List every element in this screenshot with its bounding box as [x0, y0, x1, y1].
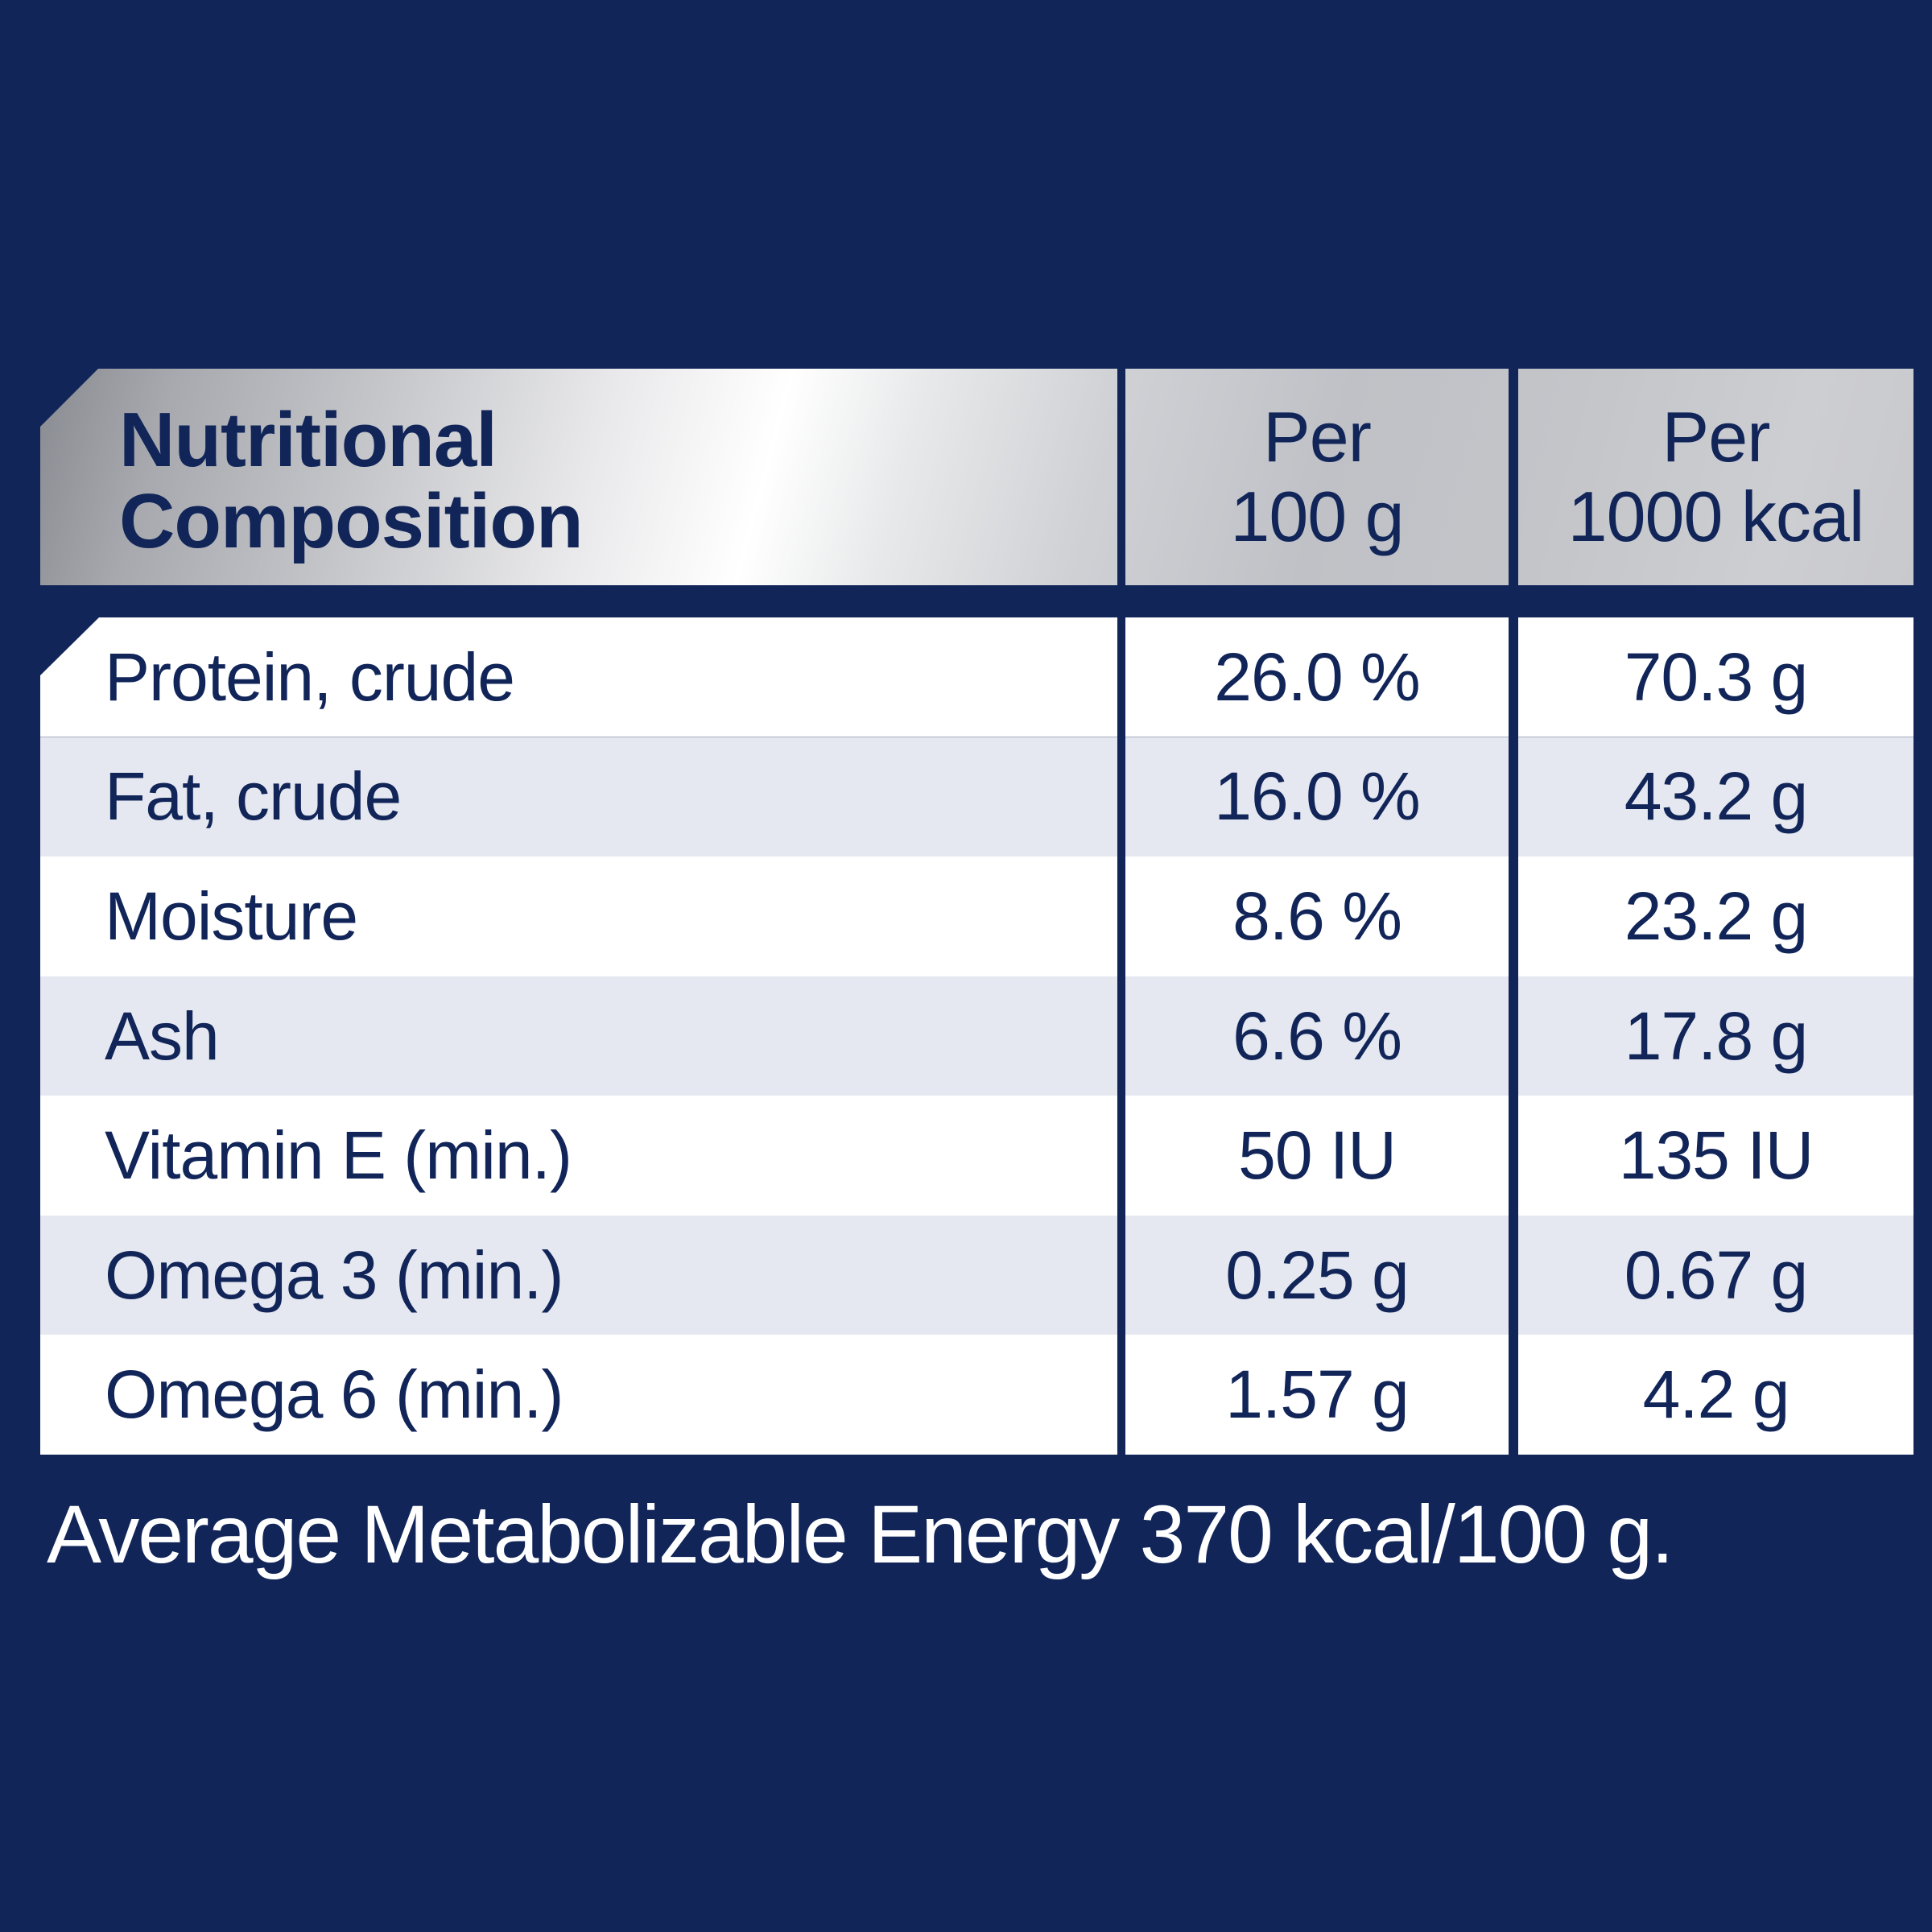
- row-label: Protein, crude: [40, 617, 1117, 737]
- column-divider: [1117, 737, 1125, 857]
- column-divider: [1117, 617, 1125, 737]
- row-label: Vitamin E (min.): [40, 1096, 1117, 1216]
- column-divider: [1509, 617, 1518, 737]
- value-per-100g: 6.6 %: [1125, 976, 1509, 1096]
- value-per-1000kcal: 135 IU: [1518, 1096, 1913, 1216]
- column-divider: [1117, 369, 1125, 585]
- column-divider: [1117, 976, 1125, 1096]
- column-divider: [1117, 1335, 1125, 1455]
- table-title-line1: Nutritional: [119, 396, 497, 483]
- column-divider: [1117, 1096, 1125, 1216]
- value-per-1000kcal: 23.2 g: [1518, 857, 1913, 976]
- table-row: Omega 6 (min.) 1.57 g 4.2 g: [40, 1335, 1913, 1455]
- table-title-line2: Composition: [119, 477, 584, 564]
- row-label: Omega 3 (min.): [40, 1215, 1117, 1335]
- table-row: Moisture 8.6 % 23.2 g: [40, 857, 1913, 976]
- column-divider: [1509, 369, 1518, 585]
- column-header-per-1000kcal-line1: Per: [1662, 396, 1771, 477]
- value-per-1000kcal: 70.3 g: [1518, 617, 1913, 737]
- value-per-100g: 0.25 g: [1125, 1215, 1509, 1335]
- value-per-100g: 1.57 g: [1125, 1335, 1509, 1455]
- row-label: Moisture: [40, 857, 1117, 976]
- table-row: Fat, crude 16.0 % 43.2 g: [40, 737, 1913, 857]
- table-row: Ash 6.6 % 17.8 g: [40, 976, 1913, 1096]
- value-per-1000kcal: 0.67 g: [1518, 1215, 1913, 1335]
- table-row: Vitamin E (min.) 50 IU 135 IU: [40, 1096, 1913, 1216]
- table-row: Omega 3 (min.) 0.25 g 0.67 g: [40, 1215, 1913, 1335]
- column-divider: [1509, 1335, 1518, 1455]
- value-per-100g: 26.0 %: [1125, 617, 1509, 737]
- column-divider: [1509, 1096, 1518, 1216]
- column-divider: [1509, 976, 1518, 1096]
- table-title: Nutritional Composition: [40, 369, 1117, 585]
- column-divider: [1509, 857, 1518, 976]
- table-row: Protein, crude 26.0 % 70.3 g: [40, 617, 1913, 737]
- value-per-100g: 8.6 %: [1125, 857, 1509, 976]
- row-label: Omega 6 (min.): [40, 1335, 1117, 1455]
- row-label: Fat, crude: [40, 737, 1117, 857]
- column-divider: [1509, 1216, 1518, 1335]
- value-per-1000kcal: 43.2 g: [1518, 737, 1913, 857]
- column-header-per-1000kcal-line2: 1000 kcal: [1567, 476, 1865, 556]
- table-header: Nutritional Composition Per 100 g Per 10…: [40, 369, 1913, 585]
- column-header-per-100g-line1: Per: [1263, 396, 1372, 477]
- column-divider: [1117, 857, 1125, 976]
- column-divider: [1509, 737, 1518, 857]
- value-per-100g: 16.0 %: [1125, 737, 1509, 857]
- value-per-1000kcal: 4.2 g: [1518, 1335, 1913, 1455]
- column-header-per-1000kcal: Per 1000 kcal: [1518, 369, 1913, 585]
- column-header-per-100g-line2: 100 g: [1230, 476, 1404, 556]
- row-label: Ash: [40, 976, 1117, 1096]
- value-per-100g: 50 IU: [1125, 1096, 1509, 1216]
- table-body: Protein, crude 26.0 % 70.3 g Fat, crude …: [40, 617, 1913, 1455]
- column-divider: [1117, 1216, 1125, 1335]
- value-per-1000kcal: 17.8 g: [1518, 976, 1913, 1096]
- energy-note: Average Metabolizable Energy 370 kcal/10…: [47, 1488, 1674, 1580]
- column-header-per-100g: Per 100 g: [1125, 369, 1509, 585]
